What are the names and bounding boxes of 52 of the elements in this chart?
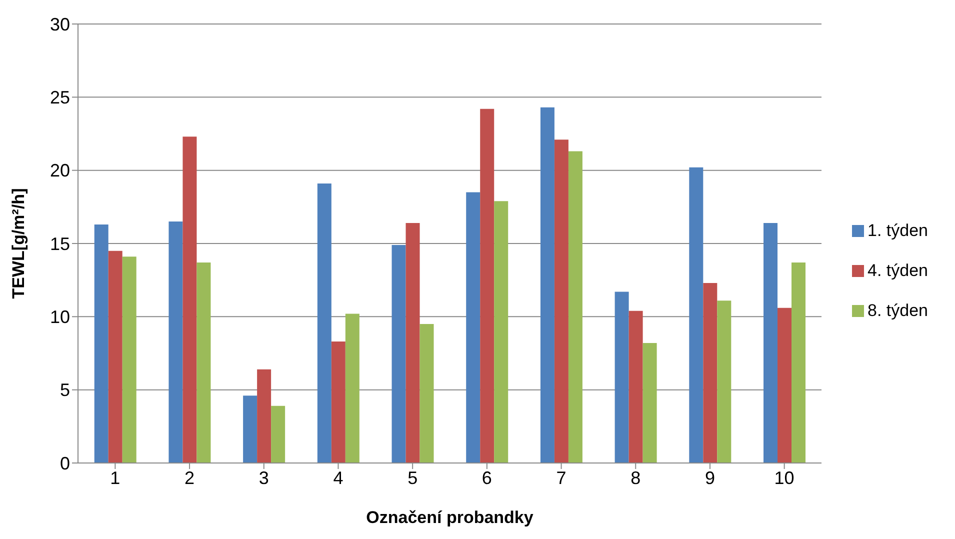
bar	[122, 256, 136, 463]
x-tick-label: 7	[556, 468, 566, 488]
bar	[243, 396, 258, 463]
bar	[480, 108, 494, 463]
bar	[778, 308, 792, 463]
bar	[345, 314, 360, 463]
bar	[108, 250, 122, 463]
x-tick-label: 8	[630, 468, 641, 488]
bar	[317, 184, 332, 463]
x-tick-label: 4	[333, 468, 344, 488]
y-tick-label: 20	[50, 160, 70, 181]
bar	[614, 292, 629, 463]
y-axis-title: TEWL[g/m²/h]	[9, 188, 28, 299]
x-tick-label: 1	[110, 468, 120, 488]
x-tick-label: 10	[774, 468, 794, 488]
bar	[689, 167, 704, 463]
x-tick-label: 9	[704, 468, 715, 488]
x-tick-label: 5	[408, 468, 418, 488]
legend-label: 4. týden	[868, 260, 928, 280]
bar	[568, 151, 582, 463]
y-tick-label: 15	[50, 234, 70, 254]
bar	[331, 342, 346, 463]
bar	[196, 262, 211, 463]
bar	[792, 262, 806, 463]
x-axis-title: Označení probandky	[366, 508, 534, 528]
y-tick-label: 30	[50, 14, 70, 34]
bar	[182, 136, 197, 463]
bar	[406, 223, 420, 463]
bar	[257, 369, 272, 463]
bar	[628, 310, 643, 463]
y-tick-label: 5	[60, 380, 70, 400]
x-tick-label: 3	[258, 468, 269, 488]
bar	[717, 300, 732, 463]
y-tick-label: 10	[50, 307, 70, 328]
bar	[642, 343, 657, 463]
bar	[540, 107, 554, 463]
bar	[420, 324, 434, 463]
y-tick-label: 0	[60, 453, 70, 474]
bar	[703, 283, 718, 463]
legend-label: 8. týden	[868, 300, 928, 320]
bar	[764, 223, 778, 463]
x-tick-label: 6	[482, 468, 492, 488]
bar	[168, 222, 183, 463]
y-tick-label: 25	[50, 88, 70, 108]
bar	[94, 224, 108, 463]
bar	[494, 201, 508, 463]
bar	[271, 406, 286, 463]
bar	[466, 192, 480, 463]
bar	[392, 244, 406, 463]
bar	[554, 140, 568, 463]
x-tick-label: 2	[184, 468, 195, 488]
legend-label: 1. týden	[868, 220, 928, 240]
